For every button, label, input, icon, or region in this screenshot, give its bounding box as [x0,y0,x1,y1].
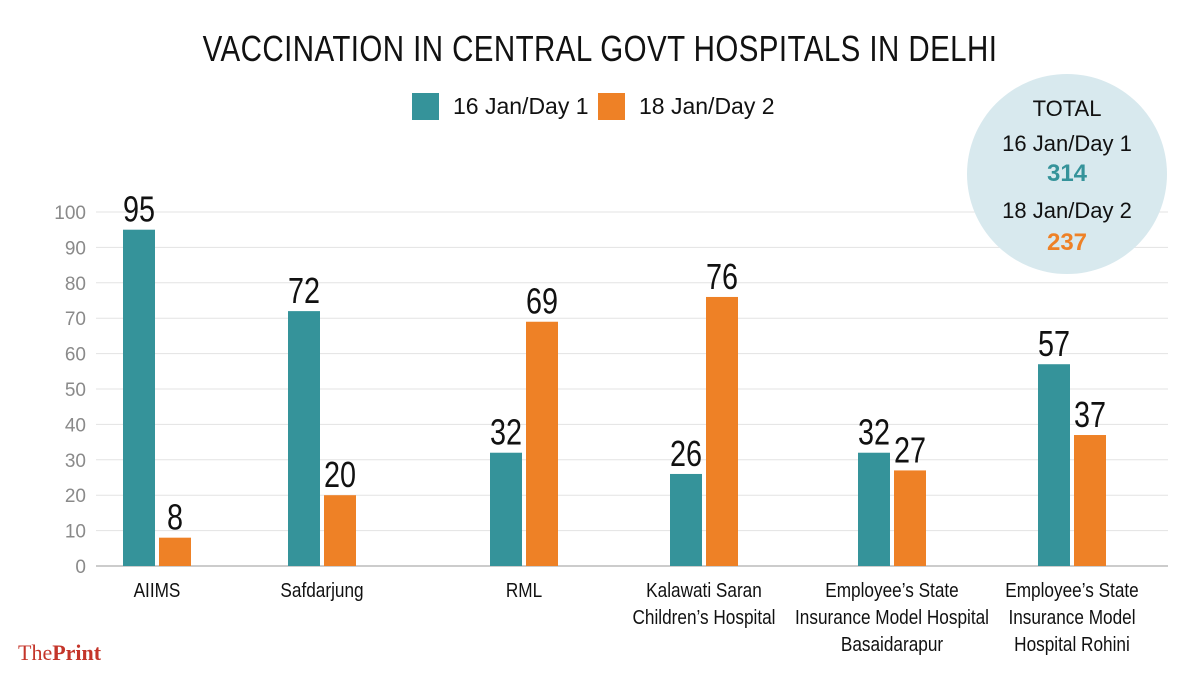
bar-day2 [894,470,926,566]
bar-day2 [706,296,738,566]
total-heading: TOTAL [1032,96,1102,121]
bar-day1 [490,452,522,566]
legend-item-day1: 16 Jan/Day 1 [412,93,589,120]
x-tick-label: Children’s Hospital [632,606,775,629]
brand-logo: ThePrint [18,640,101,666]
x-tick-label: Basaidarapur [841,633,943,656]
bar-day1 [858,452,890,566]
data-label: 72 [288,270,320,311]
y-tick-label: 20 [65,486,86,507]
y-tick-label: 40 [65,415,86,436]
data-label: 76 [706,256,738,297]
y-tick-label: 90 [65,238,86,259]
data-label: 57 [1038,323,1070,364]
y-tick-label: 30 [65,451,86,472]
y-tick-label: 60 [65,345,86,366]
bar-day2 [526,321,558,566]
x-tick-label: Employee’s State [1005,579,1138,602]
chart-title: VACCINATION IN CENTRAL GOVT HOSPITALS IN… [202,28,998,69]
total-day1-value: 314 [1046,160,1088,187]
legend-label-day2: 18 Jan/Day 2 [639,93,775,119]
data-label: 37 [1074,394,1106,435]
y-tick-label: 0 [75,557,86,578]
y-tick-label: 50 [65,380,86,401]
brand-name: Print [52,640,102,665]
x-tick-label: Employee’s State [825,579,958,602]
bar-day2 [324,495,356,566]
legend-item-day2: 18 Jan/Day 2 [598,93,775,120]
data-label: 8 [167,497,183,538]
legend-swatch-day2 [598,93,625,120]
y-tick-label: 10 [65,522,86,543]
data-label: 95 [123,189,155,230]
data-label: 26 [670,433,702,474]
legend-label-day1: 16 Jan/Day 1 [453,93,589,119]
data-label: 32 [858,412,890,453]
total-day1-label: 16 Jan/Day 1 [1002,131,1132,156]
total-day2-value: 237 [1046,229,1088,256]
y-tick-label: 100 [54,203,86,224]
legend-swatch-day1 [412,93,439,120]
y-tick-label: 70 [65,309,86,330]
data-label: 32 [490,412,522,453]
bar-day1 [1038,364,1070,566]
y-tick-label: 80 [65,274,86,295]
total-day2-label: 18 Jan/Day 2 [1002,198,1132,223]
bar-day1 [670,473,702,566]
x-tick-label: RML [506,579,542,602]
x-tick-label: Insurance Model [1008,606,1135,629]
bar-day1 [288,311,320,566]
x-tick-label: Insurance Model Hospital [795,606,989,629]
x-tick-label: Safdarjung [280,579,363,602]
bar-day2 [1074,435,1106,566]
data-label: 27 [894,429,926,470]
bar-day2 [159,537,191,566]
x-tick-label: Hospital Rohini [1014,633,1130,656]
brand-prefix: The [18,640,53,665]
x-tick-label: Kalawati Saran [646,579,762,602]
data-label: 20 [324,454,356,495]
data-label: 69 [526,281,558,322]
x-tick-label: AIIMS [134,579,181,602]
bar-day1 [123,229,155,566]
total-circle [967,74,1167,274]
